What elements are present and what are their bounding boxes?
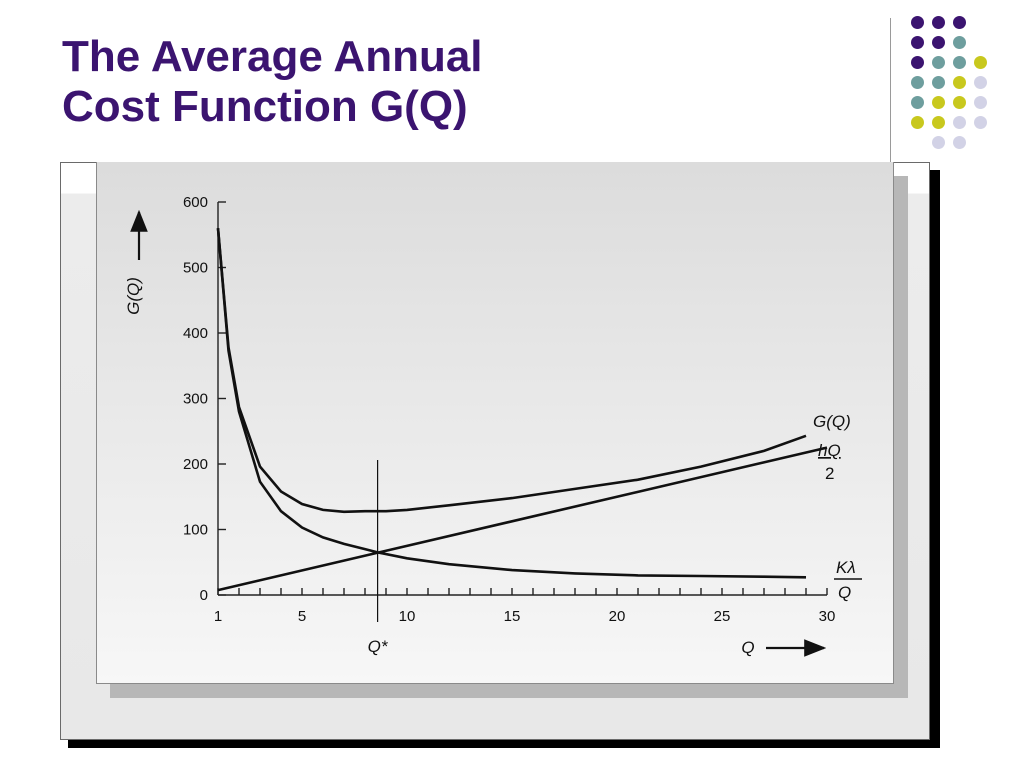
g-of-q-curve-label: G(Q) [813,412,851,431]
y-tick-label: 400 [183,325,208,342]
holding-cost-line [217,446,828,592]
y-tick-label: 0 [200,587,208,604]
holding-cost-label-numerator: hQ [818,441,841,460]
curve-labels: Q* Q G(Q) G(Q) hQ 2 Kλ Q [124,277,862,657]
y-axis-title: G(Q) [124,277,143,315]
y-tick-label: 300 [183,391,208,408]
holding-cost-label-denominator: 2 [825,464,834,483]
header-divider [890,18,891,180]
curves [216,228,828,592]
slide-title: The Average Annual Cost Function G(Q) [62,32,483,132]
setup-cost-curve [216,228,807,579]
x-tick-label: 5 [298,608,306,625]
x-tick-label: 25 [714,608,731,625]
setup-cost-label-denominator: Q [838,583,851,602]
slide-title-line-1: The Average Annual [62,32,483,81]
plot-panel [96,162,894,684]
x-tick-label: 20 [609,608,626,625]
y-tick-label: 100 [183,522,208,539]
x-tick-label: 30 [819,608,836,625]
setup-cost-label-numerator: Kλ [836,558,856,577]
y-tick-label: 500 [183,260,208,277]
x-tick-label: 15 [504,608,521,625]
y-tick-label: 200 [183,456,208,473]
g-of-q-curve [216,228,807,514]
slide-title-line-2: Cost Function G(Q) [62,82,468,131]
y-tick-label: 600 [183,194,208,211]
q-star-label: Q* [368,637,389,656]
x-axis-title: Q [741,638,754,657]
x-tick-label: 10 [399,608,416,625]
x-tick-label: 1 [214,608,222,625]
